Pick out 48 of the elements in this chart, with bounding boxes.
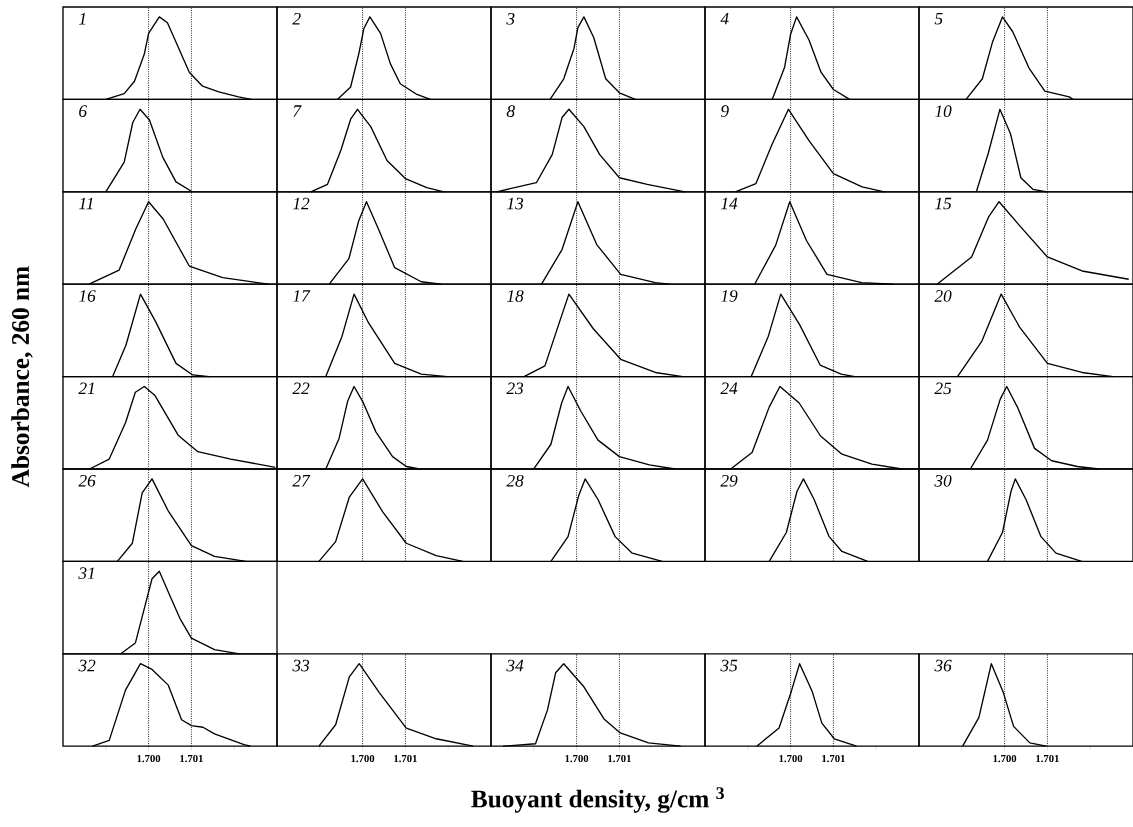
chart-title: 31 (78, 567, 94, 579)
chart-title: 28 (506, 474, 524, 487)
chart-title: 24 (720, 382, 738, 395)
chart-title: 20 (934, 290, 952, 302)
x-tick-label: 1.701 (822, 754, 845, 763)
x-tick-label: 1.700 (137, 754, 161, 763)
chart-title: 21 (78, 382, 94, 395)
chart-title: 3 (506, 12, 515, 25)
chart-title: 10 (935, 105, 952, 118)
chart-title: 6 (79, 105, 87, 117)
chart-title: 36 (934, 659, 952, 672)
x-tick-label: 1.701 (1036, 754, 1059, 763)
chart-title: 15 (935, 197, 952, 210)
chart-title: 33 (292, 659, 310, 672)
chart-title: 35 (720, 659, 738, 672)
chart-title: 18 (507, 290, 524, 302)
chart-title: 11 (79, 197, 93, 210)
chart-title: 19 (721, 290, 738, 302)
chart-title: 34 (506, 659, 524, 672)
chart-title: 30 (934, 474, 952, 487)
x-tick-label: 1.700 (779, 754, 803, 763)
chart-title: 16 (79, 290, 96, 302)
x-tick-label: 1.701 (608, 754, 631, 763)
chart-title: 12 (293, 197, 310, 210)
chart-title: 17 (293, 290, 311, 302)
chart-title: 4 (720, 12, 729, 25)
chart-title: 25 (934, 382, 952, 395)
chart-title: 7 (293, 105, 302, 117)
chart-title: 23 (506, 382, 524, 395)
chart-title: 29 (720, 474, 738, 487)
x-tick-label: 1.700 (351, 754, 375, 763)
x-tick-label: 1.700 (565, 754, 589, 763)
y-axis-title: Absorbance, 260 nm (11, 266, 33, 488)
chart-title: 26 (78, 474, 96, 487)
chart-title: 14 (721, 197, 738, 210)
x-axis-title: Buoyant density, g/cm $^{3}$ (471, 787, 724, 813)
chart-title: 13 (507, 197, 524, 210)
chart-title: 32 (78, 659, 96, 672)
chart-title: 27 (292, 474, 311, 487)
x-tick-label: 1.700 (993, 754, 1017, 763)
chart-title: 9 (720, 105, 729, 117)
chart-title: 1 (79, 12, 86, 25)
chart-title: 8 (506, 105, 515, 118)
chart-title: 2 (292, 12, 301, 25)
x-tick-label: 1.701 (180, 754, 203, 763)
x-tick-label: 1.701 (394, 754, 417, 763)
chart-title: 22 (292, 382, 310, 395)
chart-title: 5 (934, 12, 943, 25)
